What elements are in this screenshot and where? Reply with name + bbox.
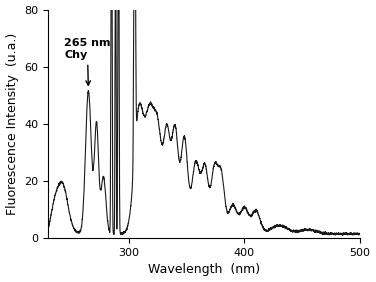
Text: 265 nm
Chy: 265 nm Chy — [64, 38, 111, 85]
X-axis label: Wavelength  (nm): Wavelength (nm) — [148, 263, 260, 276]
Y-axis label: Fluorescence Intensity  (u.a.): Fluorescence Intensity (u.a.) — [6, 33, 18, 215]
